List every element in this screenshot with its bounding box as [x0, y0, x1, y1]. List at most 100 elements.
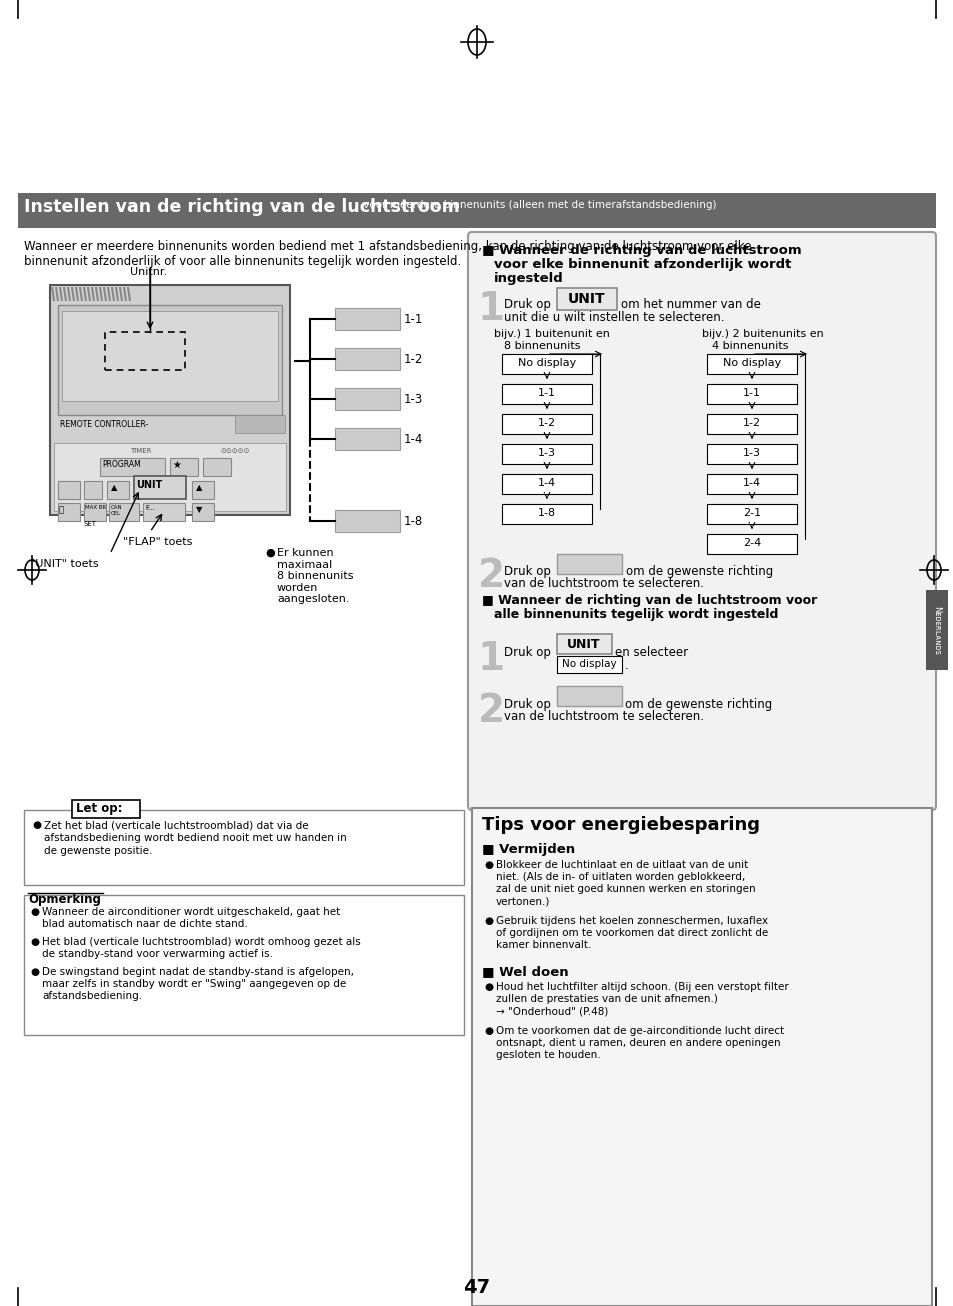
Bar — [472, 808, 931, 1306]
Bar — [50, 285, 290, 515]
Text: ●: ● — [483, 859, 493, 870]
Bar — [706, 474, 796, 494]
Bar — [557, 633, 612, 654]
Text: de standby-stand voor verwarming actief is.: de standby-stand voor verwarming actief … — [42, 949, 273, 959]
Text: ●: ● — [32, 820, 41, 831]
Bar — [71, 801, 140, 818]
Bar — [706, 504, 796, 524]
Text: ■ Wanneer de richting van de luchtstroom: ■ Wanneer de richting van de luchtstroom — [481, 244, 801, 257]
Text: om de gewenste richting: om de gewenste richting — [625, 565, 773, 579]
Text: Het blad (verticale luchtstroomblad) wordt omhoog gezet als: Het blad (verticale luchtstroomblad) wor… — [42, 936, 360, 947]
Bar — [335, 428, 399, 451]
Text: No display: No display — [517, 358, 576, 368]
Bar — [192, 503, 213, 521]
Text: ▲: ▲ — [111, 483, 117, 492]
Text: → "Onderhoud" (P.48): → "Onderhoud" (P.48) — [496, 1006, 608, 1016]
Text: 1-2: 1-2 — [742, 418, 760, 428]
Text: Nᴇᴅᴇʀʟᴀɴᴅs: Nᴇᴅᴇʀʟᴀɴᴅs — [931, 606, 941, 654]
Bar — [100, 458, 165, 475]
Text: ontsnapt, dient u ramen, deuren en andere openingen: ontsnapt, dient u ramen, deuren en ander… — [496, 1038, 780, 1047]
Text: ●: ● — [30, 906, 39, 917]
Text: afstandsbediening.: afstandsbediening. — [42, 991, 142, 1000]
Text: ●: ● — [265, 549, 274, 558]
Bar — [501, 474, 592, 494]
Bar — [84, 481, 102, 499]
Text: 4 binnenunits: 4 binnenunits — [711, 341, 788, 351]
Text: alle binnenunits tegelijk wordt ingesteld: alle binnenunits tegelijk wordt ingestel… — [494, 609, 778, 620]
Text: 1: 1 — [477, 290, 504, 328]
Text: kamer binnenvalt.: kamer binnenvalt. — [496, 940, 591, 949]
Text: F...: F... — [145, 505, 154, 511]
Bar — [706, 534, 796, 554]
Text: 1-1: 1-1 — [537, 388, 556, 398]
Bar — [203, 458, 231, 475]
Text: ingesteld: ingesteld — [494, 272, 563, 285]
Text: voor elke binnenunit afzonderlijk wordt: voor elke binnenunit afzonderlijk wordt — [494, 259, 791, 272]
Text: 1-4: 1-4 — [537, 478, 556, 488]
Bar — [62, 311, 277, 401]
Text: Opmerking: Opmerking — [28, 893, 101, 906]
Text: vertonen.): vertonen.) — [496, 896, 550, 906]
Bar — [501, 354, 592, 374]
Bar — [58, 481, 80, 499]
Text: maar zelfs in standby wordt er "Swing" aangegeven op de: maar zelfs in standby wordt er "Swing" a… — [42, 980, 346, 989]
Text: No display: No display — [561, 660, 616, 669]
Text: ●: ● — [483, 1027, 493, 1036]
Text: Instellen van de richting van de luchtstroom: Instellen van de richting van de luchtst… — [24, 199, 459, 215]
Text: 1-2: 1-2 — [403, 353, 423, 366]
Text: ■ Wanneer de richting van de luchtstroom voor: ■ Wanneer de richting van de luchtstroom… — [481, 594, 817, 607]
Text: van de luchtstroom te selecteren.: van de luchtstroom te selecteren. — [503, 710, 703, 724]
Text: Wanneer er meerdere binnenunits worden bediend met 1 afstandsbediening, kan de r: Wanneer er meerdere binnenunits worden b… — [24, 240, 751, 253]
Bar — [706, 354, 796, 374]
Text: SET: SET — [84, 521, 97, 528]
Text: Druk op: Druk op — [503, 697, 550, 710]
Text: PROGRAM: PROGRAM — [102, 460, 141, 469]
Bar — [58, 306, 282, 415]
Text: Wanneer de airconditioner wordt uitgeschakeld, gaat het: Wanneer de airconditioner wordt uitgesch… — [42, 906, 340, 917]
Bar — [706, 414, 796, 434]
Text: ⊙⊙⊙⊙⊙: ⊙⊙⊙⊙⊙ — [220, 448, 249, 454]
Bar — [501, 444, 592, 464]
Text: 1-3: 1-3 — [537, 448, 556, 458]
Text: Druk op: Druk op — [503, 646, 550, 660]
Text: Blokkeer de luchtinlaat en de uitlaat van de unit: Blokkeer de luchtinlaat en de uitlaat va… — [496, 859, 747, 870]
Bar — [107, 481, 129, 499]
Text: 1-4: 1-4 — [403, 434, 423, 447]
Text: niet. (Als de in- of uitlaten worden geblokkeerd,: niet. (Als de in- of uitlaten worden geb… — [496, 872, 744, 882]
Text: ▼: ▼ — [195, 505, 202, 515]
Bar — [501, 504, 592, 524]
Text: ●: ● — [30, 936, 39, 947]
Bar — [84, 503, 106, 521]
Text: MAX BR: MAX BR — [85, 505, 106, 511]
Bar — [557, 554, 621, 575]
Bar — [170, 458, 198, 475]
Text: de gewenste positie.: de gewenste positie. — [44, 846, 152, 855]
Text: van de luchtstroom te selecteren.: van de luchtstroom te selecteren. — [503, 577, 703, 590]
Text: 1-2: 1-2 — [537, 418, 556, 428]
Text: UNIT: UNIT — [567, 639, 600, 650]
Text: ●: ● — [483, 916, 493, 926]
Text: blad automatisch naar de dichte stand.: blad automatisch naar de dichte stand. — [42, 919, 248, 929]
Text: UNIT: UNIT — [136, 481, 162, 490]
Bar — [105, 332, 185, 370]
Text: om het nummer van de: om het nummer van de — [620, 298, 760, 311]
Text: 2: 2 — [477, 556, 504, 596]
Text: ■ Vermijden: ■ Vermijden — [481, 842, 575, 855]
Text: ●: ● — [30, 966, 39, 977]
Text: 2-1: 2-1 — [742, 508, 760, 518]
Text: ■ Wel doen: ■ Wel doen — [481, 965, 568, 978]
Text: ●: ● — [483, 982, 493, 993]
Bar — [54, 443, 286, 511]
Text: CAN
CEL: CAN CEL — [111, 505, 123, 516]
Text: zullen de prestaties van de unit afnemen.): zullen de prestaties van de unit afnemen… — [496, 994, 717, 1004]
Text: 1-1: 1-1 — [403, 313, 423, 326]
Text: voor meerdere binnenunits (alleen met de timerafstandsbediening): voor meerdere binnenunits (alleen met de… — [359, 200, 716, 210]
Bar — [557, 289, 617, 310]
Text: Unitnr.: Unitnr. — [130, 266, 167, 277]
Bar — [706, 444, 796, 464]
Bar — [557, 686, 621, 707]
Bar — [143, 503, 185, 521]
Text: of gordijnen om te voorkomen dat direct zonlicht de: of gordijnen om te voorkomen dat direct … — [496, 929, 767, 938]
Text: zal de unit niet goed kunnen werken en storingen: zal de unit niet goed kunnen werken en s… — [496, 884, 755, 895]
Bar — [234, 415, 285, 434]
